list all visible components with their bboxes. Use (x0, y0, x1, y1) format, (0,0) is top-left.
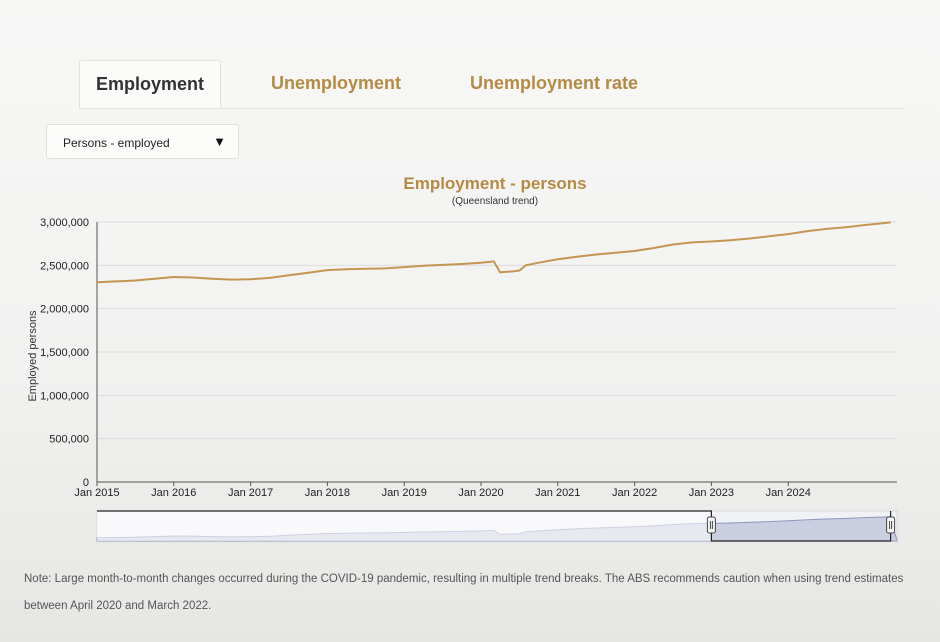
y-tick-label: 2,000,000 (40, 304, 89, 316)
navigator-handle-left[interactable] (706, 516, 716, 534)
dropdown-arrow-icon: ▼ (213, 134, 226, 149)
chart-subtitle: (Queensland trend) (451, 196, 539, 207)
tab-employment[interactable]: Employment (79, 60, 221, 108)
chart-title: Employment - persons (403, 174, 587, 193)
tab-bar: Employment Unemployment Unemployment rat… (79, 60, 905, 109)
x-tick-label: Jan 2016 (151, 487, 196, 499)
footnote: Note: Large month-to-month changes occur… (24, 573, 904, 612)
x-tick-label: Jan 2019 (382, 487, 427, 499)
x-tick-label: Jan 2015 (74, 487, 119, 499)
x-tick-label: Jan 2018 (305, 487, 350, 499)
tab-unemployment-rate[interactable]: Unemployment rate (469, 73, 639, 93)
series-selector-value: Persons - employed (63, 136, 170, 150)
x-tick-label: Jan 2024 (766, 487, 811, 499)
y-tick-label: 0 (83, 477, 89, 489)
y-tick-label: 1,500,000 (40, 347, 89, 359)
x-tick-label: Jan 2023 (689, 487, 734, 499)
x-tick-label: Jan 2017 (228, 487, 273, 499)
x-tick-label: Jan 2021 (535, 487, 580, 499)
navigator-mask (97, 511, 712, 541)
series-selector[interactable]: Persons - employed ▼ (46, 124, 239, 159)
y-tick-label: 500,000 (49, 434, 89, 446)
y-tick-label: 1,000,000 (40, 390, 89, 402)
y-tick-label: 3,000,000 (40, 217, 89, 229)
x-tick-label: Jan 2020 (458, 487, 503, 499)
y-tick-label: 2,500,000 (40, 260, 89, 272)
series-line-employed-persons (96, 221, 891, 284)
tab-unemployment[interactable]: Unemployment (270, 73, 402, 93)
navigator-handle-right[interactable] (886, 516, 896, 534)
y-axis-label: Employed persons (27, 310, 39, 402)
x-tick-label: Jan 2022 (612, 487, 657, 499)
